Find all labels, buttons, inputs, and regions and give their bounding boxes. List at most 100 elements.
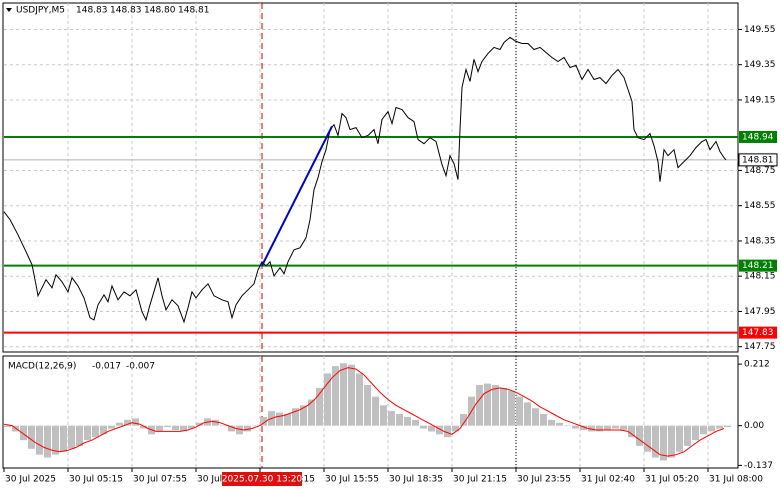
macd-histogram-bar bbox=[356, 373, 363, 426]
macd-frame bbox=[2, 355, 739, 469]
macd-histogram-bar bbox=[332, 366, 339, 426]
ohlc-value: 148.81 bbox=[178, 6, 210, 16]
macd-histogram-bar bbox=[492, 385, 499, 426]
macd-histogram-bar bbox=[84, 425, 91, 441]
macd-histogram-bar bbox=[292, 408, 299, 426]
macd-histogram-bar bbox=[452, 425, 459, 432]
macd-signal-line bbox=[3, 367, 725, 457]
macd-histogram-bar bbox=[372, 396, 379, 426]
macd-histogram-bar bbox=[156, 425, 163, 432]
macd-histogram-bar bbox=[556, 422, 563, 426]
macd-histogram-bar bbox=[196, 422, 203, 426]
macd-histogram-bar bbox=[396, 414, 403, 426]
macd-histogram-bar bbox=[132, 418, 139, 426]
macd-value: -0.007 bbox=[126, 362, 155, 372]
macd-histogram-bar bbox=[4, 425, 11, 428]
macd-histogram-bar bbox=[108, 425, 115, 429]
macd-histogram-bar bbox=[308, 399, 315, 426]
macd-histogram-bar bbox=[228, 425, 235, 432]
macd-histogram-bar bbox=[612, 425, 619, 429]
macd-value: -0.017 bbox=[92, 362, 121, 372]
ohlc-value: 148.83 bbox=[76, 6, 108, 16]
x-tick-label: 30 Jul 15:55 bbox=[325, 475, 379, 485]
macd-histogram-bar bbox=[460, 414, 467, 426]
level-label: 147.83 bbox=[742, 328, 774, 338]
macd-histogram-bar bbox=[68, 425, 75, 449]
macd-histogram-bar bbox=[172, 425, 179, 430]
macd-histogram-bar bbox=[20, 425, 27, 441]
macd-histogram-bar bbox=[164, 425, 171, 428]
x-tick-label: 31 Jul 05:20 bbox=[645, 475, 699, 485]
macd-histogram-bar bbox=[124, 419, 131, 426]
macd-histogram-bar bbox=[244, 425, 251, 432]
macd-histogram-bar bbox=[316, 387, 323, 426]
macd-histogram-bar bbox=[28, 425, 35, 449]
level-label-box bbox=[739, 259, 777, 272]
macd-histogram-bar bbox=[628, 425, 635, 438]
macd-histogram-bar bbox=[676, 425, 683, 452]
y-tick-label: 147.75 bbox=[744, 342, 776, 352]
x-tick-label: 31 Jul 08:00 bbox=[709, 475, 763, 485]
macd-histogram-bar bbox=[76, 425, 83, 446]
macd-histogram-bar bbox=[444, 425, 451, 438]
ohlc-value: 148.80 bbox=[144, 6, 176, 16]
y-tick-label: 148.35 bbox=[744, 236, 776, 246]
price-label-box bbox=[738, 153, 778, 167]
y-tick-label: 149.55 bbox=[744, 25, 776, 35]
macd-histogram-bar bbox=[436, 425, 443, 435]
level-label-box bbox=[739, 326, 777, 339]
macd-histogram-bar bbox=[188, 425, 195, 429]
macd-histogram-bar bbox=[276, 412, 283, 426]
macd-histogram-bar bbox=[660, 425, 667, 461]
macd-histogram-bar bbox=[44, 425, 51, 458]
symbol-title: USDJPY,M5 bbox=[16, 6, 65, 16]
y-tick-label: 148.55 bbox=[744, 201, 776, 211]
y-tick-label: -0.137 bbox=[744, 461, 773, 471]
macd-histogram-bar bbox=[236, 425, 243, 435]
y-tick-label: 0.00 bbox=[744, 421, 764, 431]
cursor-label-box bbox=[222, 472, 302, 486]
macd-histogram-bar bbox=[620, 425, 627, 430]
level-label: 148.21 bbox=[742, 261, 774, 271]
macd-histogram-bar bbox=[324, 373, 331, 426]
level-label-box bbox=[739, 130, 777, 143]
ohlc-value: 148.83 bbox=[110, 6, 142, 16]
x-tick-label: 30 Jul 18:35 bbox=[389, 475, 443, 485]
macd-histogram-bar bbox=[532, 408, 539, 426]
y-tick-label: 149.15 bbox=[744, 95, 776, 105]
x-tick-label: 30 Jul 23:55 bbox=[517, 475, 571, 485]
macd-histogram-bar bbox=[52, 425, 59, 455]
macd-histogram-bar bbox=[92, 425, 99, 438]
x-tick-label: 30 Jul 07:55 bbox=[133, 475, 187, 485]
price-label: 148.81 bbox=[742, 155, 774, 165]
macd-histogram-bar bbox=[300, 405, 307, 426]
macd-histogram-bar bbox=[540, 414, 547, 426]
macd-histogram-bar bbox=[180, 425, 187, 432]
macd-histogram-bar bbox=[716, 425, 723, 429]
macd-histogram-bar bbox=[420, 425, 427, 429]
y-tick-label: 148.15 bbox=[744, 272, 776, 282]
macd-histogram-bar bbox=[700, 425, 707, 435]
macd-histogram-bar bbox=[284, 414, 291, 426]
macd-histogram-bar bbox=[580, 425, 587, 430]
macd-histogram-bar bbox=[708, 425, 715, 432]
macd-histogram-bar bbox=[116, 422, 123, 426]
macd-histogram-bar bbox=[684, 425, 691, 446]
y-tick-label: 149.35 bbox=[744, 60, 776, 70]
macd-histogram-bar bbox=[364, 385, 371, 426]
y-tick-label: 147.95 bbox=[744, 307, 776, 317]
macd-histogram-bar bbox=[428, 425, 435, 432]
macd-histogram-bar bbox=[500, 387, 507, 426]
macd-histogram-bar bbox=[100, 425, 107, 435]
macd-title: MACD(12,26,9) bbox=[8, 362, 76, 372]
macd-histogram-bar bbox=[508, 390, 515, 426]
price-line bbox=[3, 36, 727, 324]
macd-histogram-bar bbox=[212, 419, 219, 426]
macd-histogram-bar bbox=[388, 411, 395, 426]
macd-histogram-bar bbox=[140, 425, 147, 429]
macd-histogram-bar bbox=[724, 425, 731, 428]
macd-histogram-bar bbox=[516, 396, 523, 426]
macd-histogram-bar bbox=[564, 425, 571, 427]
